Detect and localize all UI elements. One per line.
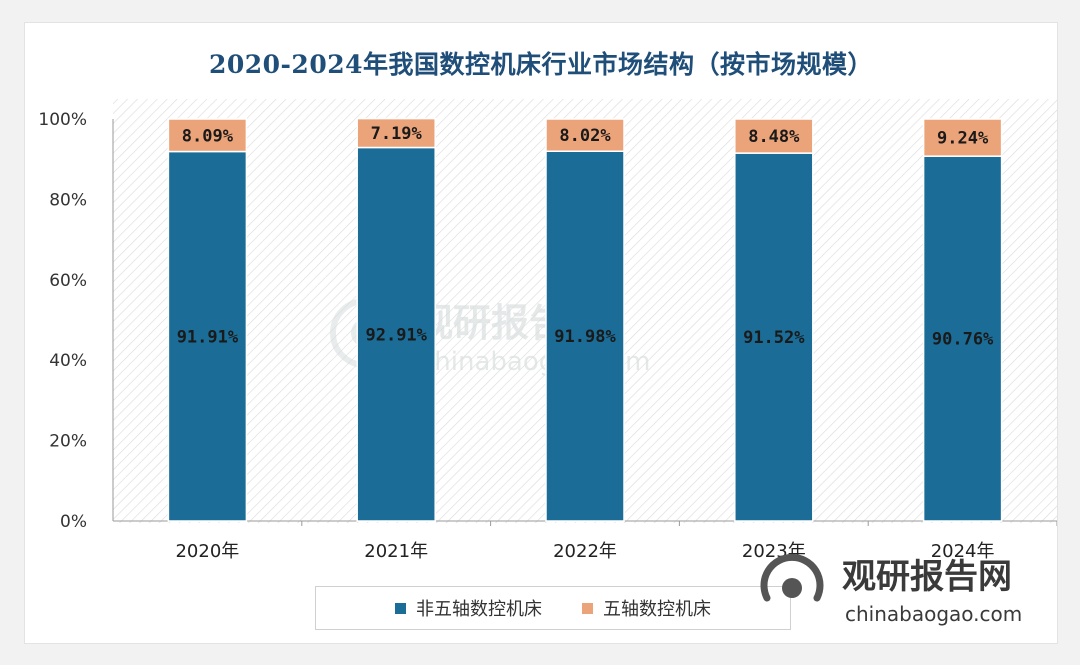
data-label-series1: 90.76% — [932, 330, 994, 350]
bars: 91.91% 8.09% 92.91% 7.19% 91.98% 8.02% 91.52% 8… — [167, 117, 1003, 522]
legend-label-series2: 五轴数控机床 — [603, 599, 711, 620]
data-label-series1: 91.98% — [554, 327, 616, 347]
watermark-corner: 观研报告网 chinabaogao.com — [760, 553, 1022, 626]
data-label-series2: 8.48% — [748, 127, 800, 147]
legend-item-series2: 五轴数控机床 — [582, 595, 711, 621]
bar-segment-series1 — [922, 155, 1003, 522]
data-label-series2: 8.09% — [182, 126, 234, 146]
x-tick-label: 2024年 — [931, 541, 995, 562]
y-tick-label: 80% — [49, 190, 87, 210]
legend-label-series1: 非五轴数控机床 — [416, 599, 542, 620]
bar-segment-series1 — [167, 150, 248, 522]
data-label-series1: 92.91% — [365, 325, 427, 345]
data-label-series1: 91.91% — [177, 327, 239, 347]
data-label-series2: 9.24% — [937, 129, 989, 149]
legend-item-series1: 非五轴数控机床 — [395, 595, 542, 621]
bar-segment-series2 — [167, 118, 248, 153]
y-tick-label: 60% — [49, 271, 87, 291]
data-label-series1: 91.52% — [743, 328, 805, 348]
y-tick-label: 0% — [60, 512, 87, 532]
bar-segment-series2 — [734, 118, 814, 154]
watermark-corner-url: chinabaogao.com — [845, 602, 1022, 626]
data-label-series2: 7.19% — [371, 124, 423, 144]
bar-segment-series1 — [734, 152, 814, 522]
y-tick-label: 100% — [38, 110, 87, 130]
legend-swatch-series2 — [582, 602, 593, 614]
x-tick-label: 2021年 — [364, 541, 428, 562]
data-label-series2: 8.02% — [559, 126, 611, 146]
legend: 非五轴数控机床 五轴数控机床 — [315, 586, 791, 630]
bar-segment-series2 — [545, 118, 625, 152]
x-tick-label: 2020年 — [175, 541, 239, 562]
chart-title: 2020-2024年我国数控机床行业市场结构（按市场规模） — [208, 50, 874, 79]
y-tick-label: 20% — [49, 432, 87, 452]
bar-segment-series1 — [545, 150, 625, 522]
bar-segment-series2 — [922, 118, 1003, 157]
bar-segment-series1 — [356, 146, 436, 522]
stacked-bar-chart: 0%20%40%60%80%100% 2020年 2021年 2022年 2023年 2… — [38, 99, 1057, 562]
watermark-corner-name: 观研报告网 — [842, 557, 1012, 597]
legend-swatch-series1 — [395, 602, 406, 614]
chart-card: 2020-2024年我国数控机床行业市场结构（按市场规模） 观研报告网 chin… — [24, 22, 1058, 644]
y-axis: 0% 20% 40% 60% 80% 100% — [38, 110, 114, 532]
bar-segment-series2 — [356, 117, 436, 149]
x-tick-label: 2022年 — [553, 541, 617, 562]
y-tick-label: 40% — [49, 351, 87, 371]
